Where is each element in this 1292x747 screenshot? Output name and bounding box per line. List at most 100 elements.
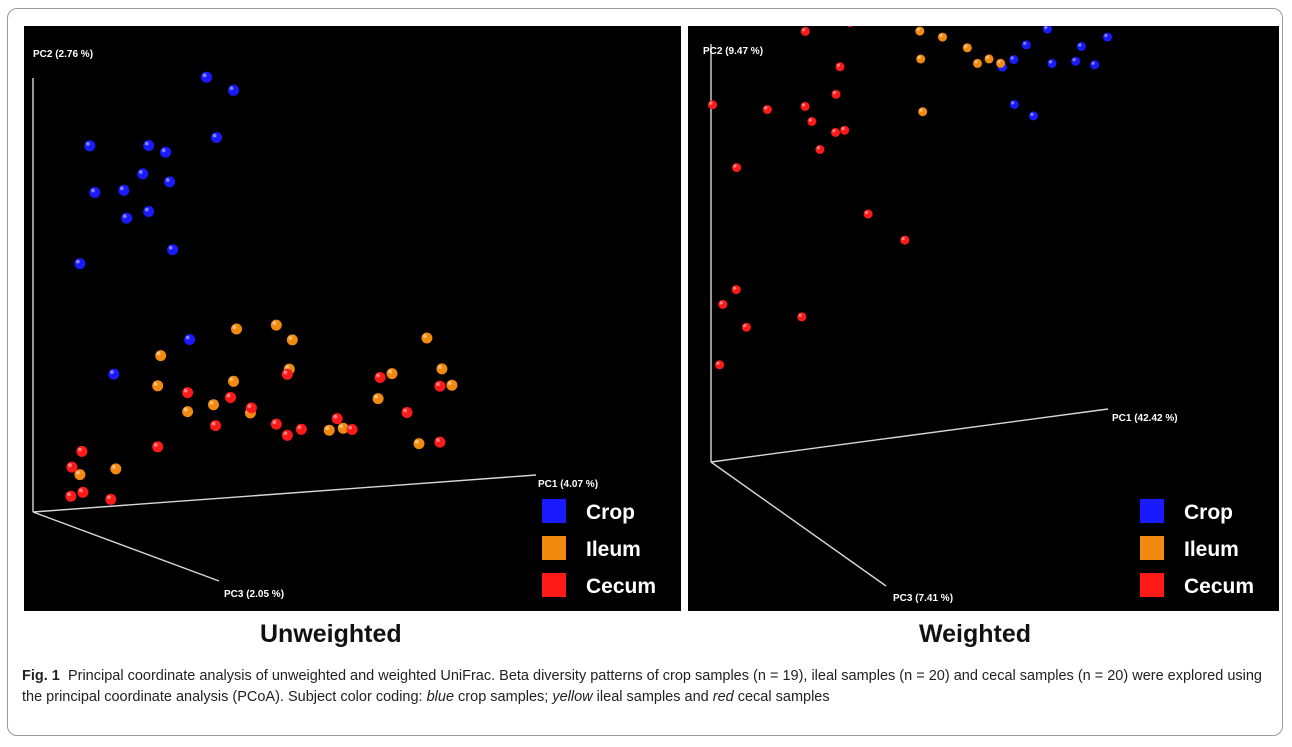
- unweighted-point-highlight: [403, 408, 407, 413]
- unweighted-point-highlight: [67, 492, 71, 497]
- unweighted-point-highlight: [229, 377, 234, 382]
- weighted-point-ileum-12: [962, 43, 972, 53]
- figure-caption: Fig. 1 Principal coordinate analysis of …: [22, 666, 1272, 708]
- unweighted-plot-panel: PC1 (4.07 %) PC2 (2.76 %) PC3 (2.05 %) Crop…: [24, 26, 681, 611]
- caption-text-3: ileal samples and: [592, 689, 713, 705]
- weighted-point-highlight: [1078, 43, 1082, 47]
- unweighted-point-highlight: [438, 365, 442, 369]
- unweighted-point-cecum-17: [152, 441, 164, 453]
- unweighted-point-highlight: [232, 325, 237, 329]
- unweighted-x-axis-label: PC1 (4.07 %): [538, 479, 598, 490]
- weighted-point-highlight: [841, 127, 845, 131]
- unweighted-point-highlight: [226, 393, 231, 398]
- unweighted-point-cecum-1: [77, 486, 89, 498]
- caption-term-yellow: yellow: [552, 689, 593, 705]
- unweighted-point-highlight: [110, 370, 114, 374]
- unweighted-point-ileum-16: [208, 399, 219, 411]
- weighted-point-crop-15: [1076, 42, 1086, 51]
- unweighted-point-ileum-17: [386, 368, 398, 380]
- unweighted-point-highlight: [436, 382, 440, 386]
- weighted-point-crop-17: [1090, 60, 1100, 70]
- weighted-point-cecum-19: [741, 322, 751, 332]
- unweighted-point-ileum-15: [182, 406, 194, 418]
- unweighted-point-highlight: [374, 394, 378, 399]
- unweighted-point-crop-17: [184, 334, 196, 345]
- weighted-point-highlight: [1011, 101, 1015, 105]
- unweighted-point-ileum-7: [372, 393, 384, 405]
- unweighted-point-cecum-2: [105, 493, 117, 505]
- unweighted-point-highlight: [156, 351, 161, 356]
- unweighted-point-cecum-11: [182, 387, 194, 399]
- unweighted-point-cecum-16: [210, 420, 221, 432]
- unweighted-point-cecum-7: [434, 436, 446, 448]
- caption-term-blue: blue: [426, 689, 455, 705]
- weighted-point-highlight: [802, 28, 806, 32]
- weighted-point-cecum-10: [807, 117, 817, 126]
- unweighted-point-highlight: [423, 334, 427, 338]
- weighted-point-ileum-13: [973, 58, 982, 68]
- weighted-point-highlight: [716, 361, 720, 365]
- weighted-point-highlight: [798, 313, 802, 317]
- weighted-point-crop-11: [1009, 100, 1019, 109]
- unweighted-point-ileum-3: [155, 350, 167, 362]
- weighted-point-cecum-2: [835, 62, 845, 72]
- weighted-point-highlight: [964, 44, 968, 48]
- unweighted-point-crop-18: [108, 368, 120, 380]
- unweighted-point-highlight: [288, 336, 293, 340]
- unweighted-z-axis-line: [32, 511, 220, 582]
- unweighted-point-cecum-14: [245, 402, 257, 414]
- unweighted-point-ileum-8: [436, 363, 448, 375]
- weighted-series-crop: [973, 26, 1112, 121]
- unweighted-point-ileum-0: [270, 319, 282, 331]
- weighted-point-cecum-17: [900, 235, 910, 245]
- weighted-point-crop-18: [1103, 32, 1112, 42]
- weighted-z-axis-label: PC3 (7.41 %): [893, 593, 953, 604]
- unweighted-title: Unweighted: [260, 620, 402, 648]
- weighted-point-cecum-14: [731, 285, 741, 295]
- unweighted-point-highlight: [348, 425, 353, 430]
- unweighted-point-highlight: [144, 141, 149, 146]
- weighted-point-highlight: [916, 27, 920, 32]
- unweighted-point-highlight: [68, 463, 72, 468]
- weighted-point-cecum-6: [732, 163, 742, 173]
- weighted-point-cecum-15: [797, 312, 807, 322]
- weighted-point-cecum-1: [800, 26, 810, 36]
- unweighted-point-highlight: [436, 438, 440, 442]
- weighted-x-axis-line: [710, 408, 1109, 463]
- unweighted-point-highlight: [283, 431, 288, 436]
- weighted-point-highlight: [808, 118, 812, 122]
- unweighted-point-highlight: [153, 382, 158, 386]
- weighted-x-axis-label: PC1 (42.42 %): [1112, 413, 1178, 424]
- weighted-point-highlight: [939, 33, 943, 38]
- weighted-point-highlight: [1044, 26, 1048, 30]
- weighted-point-highlight: [733, 286, 737, 290]
- unweighted-point-crop-12: [143, 206, 155, 217]
- unweighted-point-crop-3: [89, 187, 101, 198]
- weighted-legend-swatch-cecum: [1140, 573, 1164, 597]
- weighted-point-cecum-16: [863, 209, 873, 219]
- unweighted-legend-label-cecum: Cecum: [586, 575, 656, 598]
- unweighted-point-highlight: [272, 321, 277, 326]
- weighted-series-ileum: [915, 26, 1006, 117]
- unweighted-point-highlight: [112, 465, 116, 469]
- weighted-point-cecum-8: [831, 127, 840, 137]
- weighted-pcoa-plot: PC1 (42.42 %) PC2 (9.47 %) PC3 (7.41 %) Cro…: [703, 26, 1254, 604]
- weighted-point-cecum-4: [708, 100, 717, 110]
- weighted-point-highlight: [719, 301, 723, 305]
- unweighted-point-highlight: [183, 388, 188, 393]
- unweighted-point-highlight: [79, 488, 83, 493]
- weighted-point-highlight: [919, 108, 923, 112]
- weighted-point-highlight: [836, 63, 840, 67]
- unweighted-legend-label-crop: Crop: [586, 501, 635, 524]
- unweighted-point-highlight: [325, 426, 330, 431]
- weighted-point-highlight: [801, 103, 806, 107]
- weighted-point-crop-6: [1042, 26, 1052, 34]
- weighted-point-cecum-18: [715, 360, 725, 370]
- weighted-point-highlight: [997, 60, 1001, 64]
- weighted-point-highlight: [1010, 56, 1014, 60]
- unweighted-point-highlight: [339, 424, 344, 429]
- unweighted-legend-swatch-ileum: [542, 536, 566, 560]
- weighted-legend-label-cecum: Cecum: [1184, 575, 1254, 598]
- unweighted-point-ileum-18: [110, 463, 122, 475]
- unweighted-point-ileum-6: [337, 422, 349, 434]
